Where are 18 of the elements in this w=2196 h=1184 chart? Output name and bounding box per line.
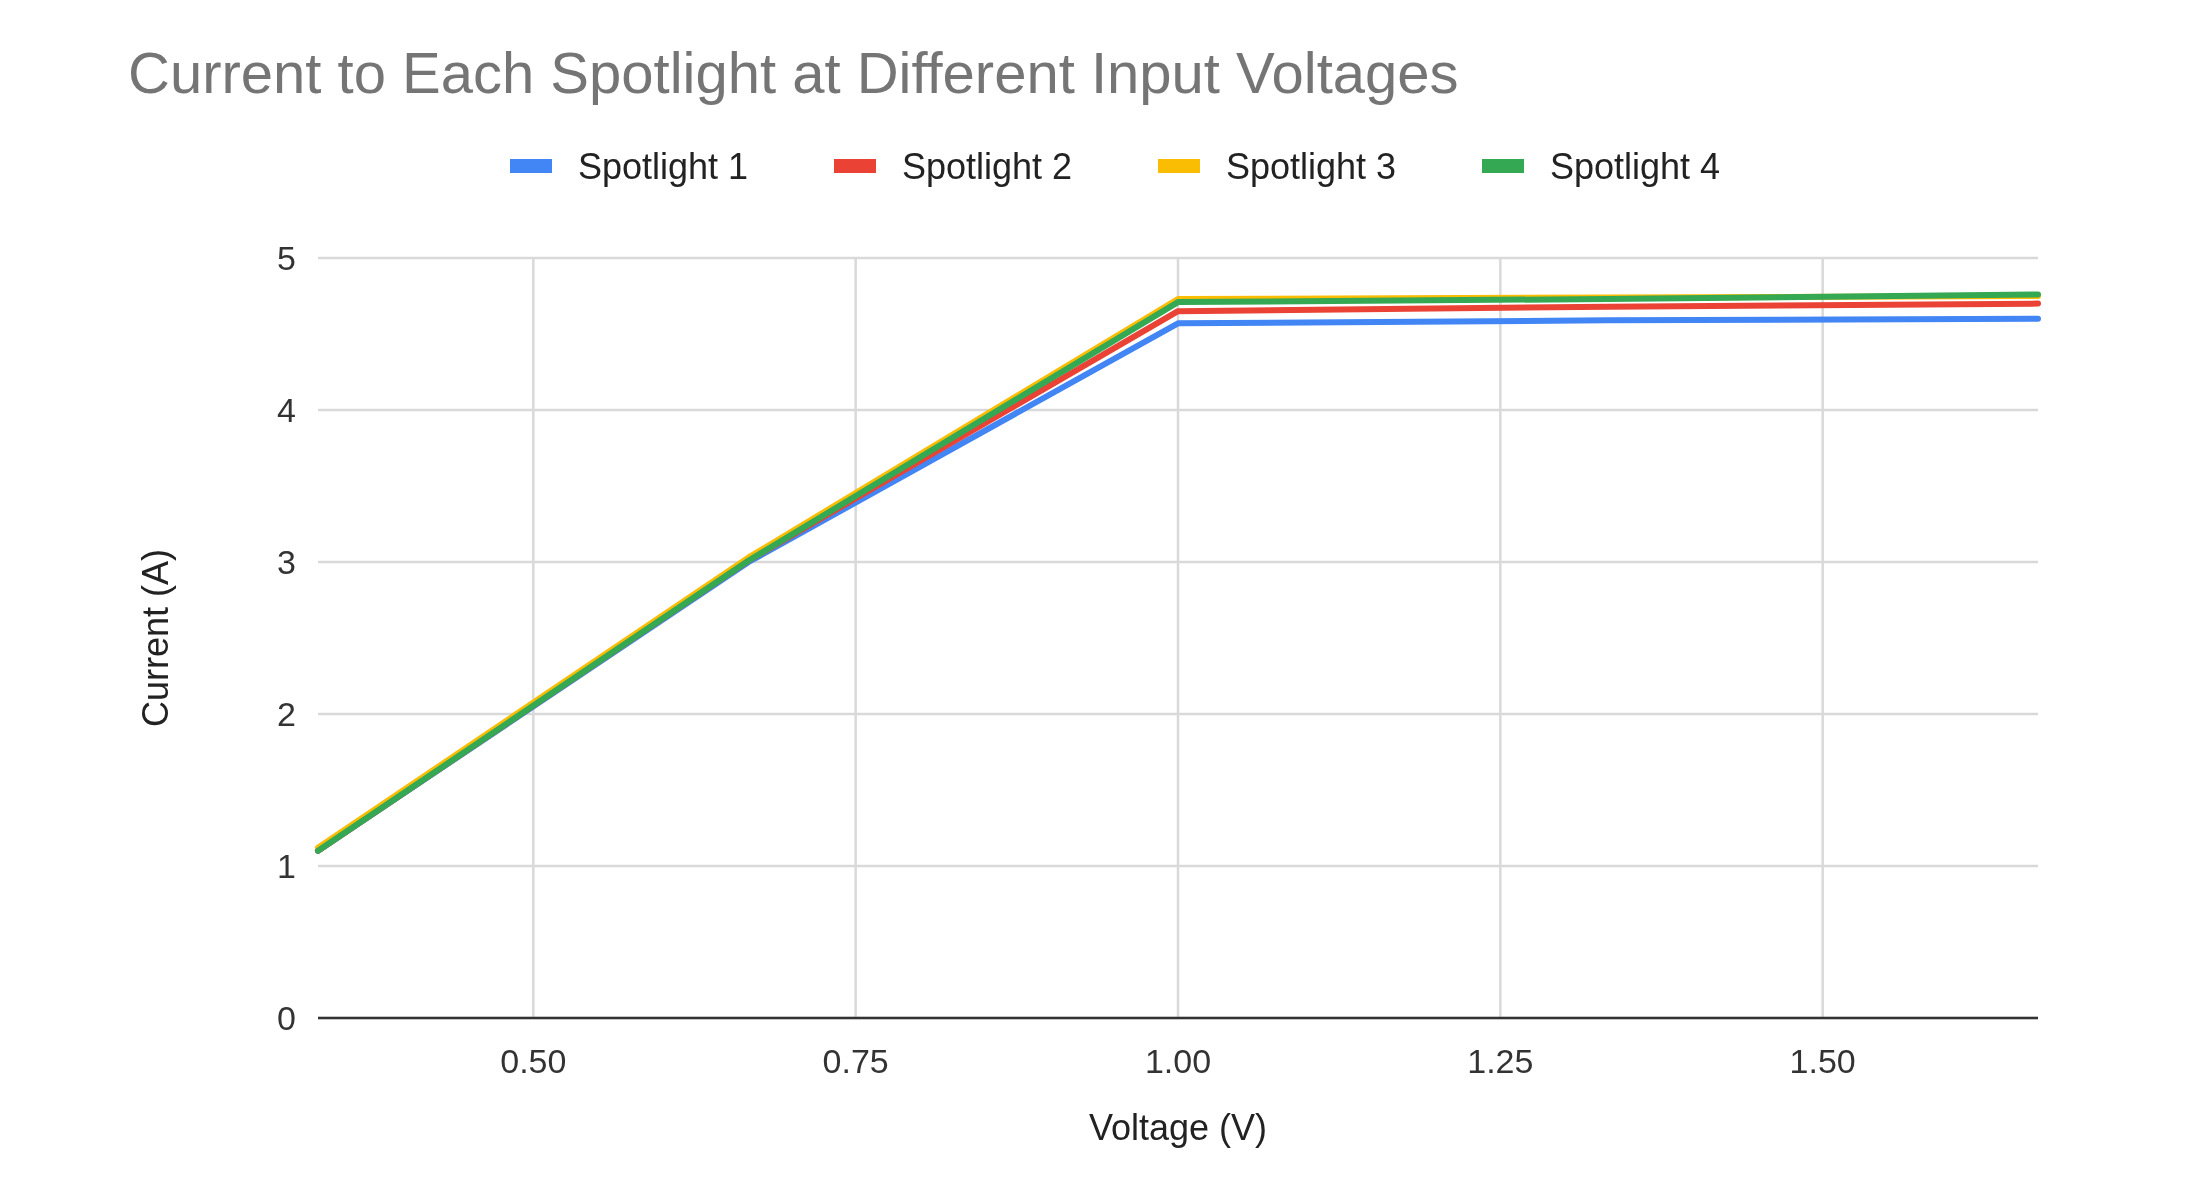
legend-label: Spotlight 2 [902, 145, 1073, 187]
y-tick-label: 1 [277, 846, 296, 885]
y-tick-label: 3 [277, 542, 296, 581]
y-tick-label: 0 [277, 998, 296, 1037]
y-tick-label: 4 [277, 390, 296, 429]
x-axis-title: Voltage (V) [1088, 1107, 1268, 1148]
y-axis-title: Current (A) [135, 548, 176, 728]
legend-label: Spotlight 3 [1226, 145, 1397, 187]
x-tick-label: 0.75 [822, 1042, 889, 1080]
legend-label: Spotlight 1 [578, 145, 749, 187]
x-tick-label: 1.00 [1144, 1042, 1212, 1080]
x-tick-label: 1.25 [1467, 1042, 1534, 1080]
legend-label: Spotlight 4 [1550, 145, 1721, 187]
y-tick-label: 5 [277, 238, 296, 277]
y-tick-label: 2 [277, 694, 296, 733]
chart-title: Current to Each Spotlight at Different Input Voltages [128, 40, 1459, 105]
x-tick-label: 1.50 [1789, 1042, 1856, 1080]
x-tick-label: 0.50 [500, 1042, 567, 1080]
